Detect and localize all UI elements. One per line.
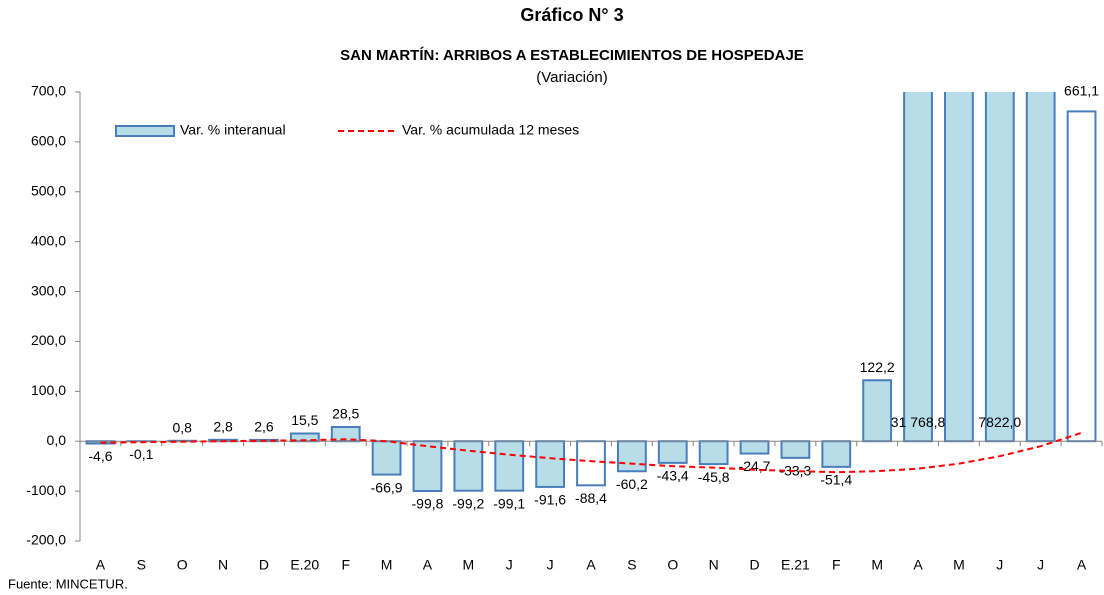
data-label: 15,5 <box>291 412 318 428</box>
bar <box>944 92 974 443</box>
x-tick-label: E.21 <box>781 557 810 573</box>
legend-swatch <box>115 125 175 137</box>
x-tick-label: O <box>177 557 188 573</box>
plot-area <box>85 92 1097 493</box>
data-label: -33,3 <box>779 463 811 479</box>
x-tick-label: A <box>586 557 596 573</box>
data-label: -0,1 <box>129 446 153 462</box>
data-label: 28,5 <box>332 406 359 422</box>
data-label: 122,2 <box>860 359 895 375</box>
bar <box>453 440 484 492</box>
data-label: -60,2 <box>616 476 648 492</box>
y-tick-label: -100,0 <box>26 482 66 498</box>
data-label: 2,6 <box>254 419 274 435</box>
x-tick-label: J <box>996 557 1003 573</box>
x-tick-label: M <box>463 557 475 573</box>
x-tick-label: N <box>218 557 228 573</box>
data-label: 7822,0 <box>978 414 1021 430</box>
y-tick-label: 100,0 <box>31 382 66 398</box>
x-tick-label: S <box>137 557 146 573</box>
bar <box>1066 110 1097 443</box>
x-tick-label: J <box>506 557 513 573</box>
x-tick-label: J <box>547 557 554 573</box>
x-tick-label: M <box>871 557 883 573</box>
y-tick-label: 500,0 <box>31 182 66 198</box>
data-label: 31 768,8 <box>891 414 946 430</box>
bar <box>412 440 443 493</box>
bar <box>862 379 893 443</box>
y-tick-label: 300,0 <box>31 282 66 298</box>
chart-title: Gráfico N° 3 <box>520 5 623 25</box>
y-tick-label: -200,0 <box>26 532 66 548</box>
bar <box>984 92 1015 443</box>
data-label: -4,6 <box>88 448 112 464</box>
bar <box>657 440 688 464</box>
y-tick-label: 600,0 <box>31 133 66 149</box>
data-label: -43,4 <box>657 468 689 484</box>
line <box>100 431 1082 474</box>
x-tick-label: M <box>381 557 393 573</box>
data-label: -88,4 <box>575 490 607 506</box>
legend-label: Var. % acumulada 12 meses <box>402 122 579 138</box>
data-label: -66,9 <box>371 479 403 495</box>
x-tick-label: N <box>709 557 719 573</box>
y-axis-label: (Variación) <box>536 69 607 86</box>
bar <box>739 440 770 455</box>
source: Fuente: MINCETUR. <box>8 576 128 591</box>
data-label: -51,4 <box>820 472 852 488</box>
x-tick-label: F <box>832 557 841 573</box>
bar <box>371 440 402 476</box>
bar <box>780 440 811 459</box>
chart-subtitle: SAN MARTÍN: ARRIBOS A ESTABLECIMIENTOS D… <box>340 47 804 64</box>
data-label: -99,2 <box>452 495 484 511</box>
data-label: 2,8 <box>213 419 233 435</box>
x-tick-label: F <box>341 557 350 573</box>
bar <box>1025 92 1056 443</box>
bar <box>903 92 933 443</box>
x-tick-label: A <box>913 557 923 573</box>
data-label: -24,7 <box>739 458 771 474</box>
data-label: -99,1 <box>493 495 525 511</box>
bar <box>698 440 729 466</box>
x-tick-label: D <box>749 557 759 573</box>
x-tick-label: S <box>627 557 636 573</box>
bar <box>616 440 647 473</box>
data-label: -99,8 <box>412 496 444 512</box>
bar <box>535 440 566 488</box>
data-label: -91,6 <box>534 492 566 508</box>
legend-label: Var. % interanual <box>180 122 286 138</box>
bar <box>821 440 852 468</box>
x-tick-label: E.20 <box>290 557 319 573</box>
y-tick-label: 0,0 <box>47 432 67 448</box>
data-label: 661,1 <box>1064 83 1099 99</box>
y-tick-label: 400,0 <box>31 232 66 248</box>
data-label: -45,8 <box>698 469 730 485</box>
x-tick-label: A <box>423 557 433 573</box>
y-tick-label: 200,0 <box>31 332 66 348</box>
data-label: 0,8 <box>172 420 192 436</box>
x-tick-label: J <box>1037 557 1044 573</box>
x-tick-label: A <box>96 557 106 573</box>
y-tick-label: 700,0 <box>31 83 66 99</box>
x-tick-label: D <box>259 557 269 573</box>
bar <box>494 440 525 492</box>
x-tick-label: A <box>1077 557 1087 573</box>
x-tick-label: M <box>953 557 965 573</box>
bar <box>576 440 606 487</box>
x-tick-label: O <box>667 557 678 573</box>
